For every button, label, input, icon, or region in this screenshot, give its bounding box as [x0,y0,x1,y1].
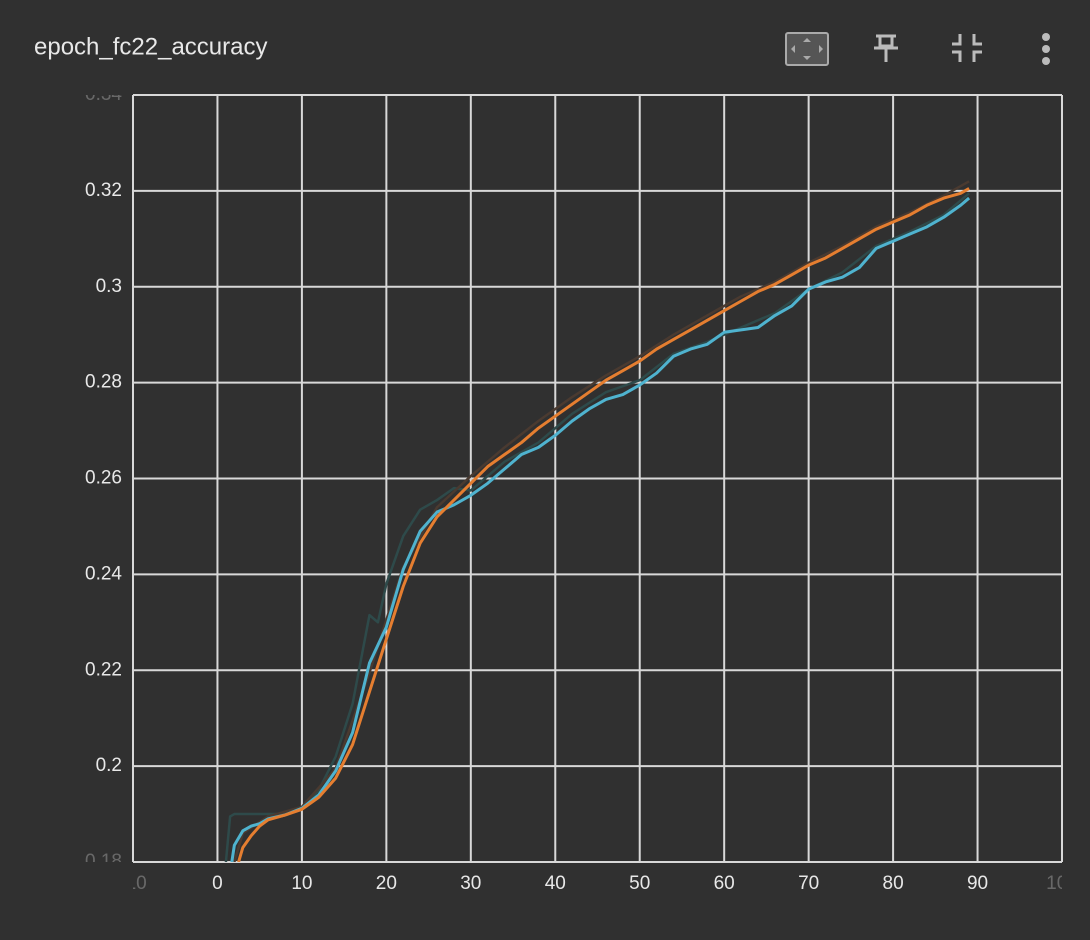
x-tick-label: 70 [798,873,819,894]
series-line [237,187,970,862]
fit-icon[interactable] [785,32,829,66]
fit-button[interactable] [785,32,829,66]
y-tick-label: 0.34 [85,84,122,105]
x-tick-label: 30 [460,873,481,894]
pin-button[interactable] [874,34,898,62]
series-line [230,196,971,862]
y-tick-label: 0.28 [85,372,122,393]
y-tick-label: 0.32 [85,180,122,201]
x-tick-label: 10 [291,873,312,894]
collapse-button[interactable] [952,34,982,62]
plot-lines [224,180,971,862]
x-tick-label: 100 [1046,873,1078,894]
y-tick-label: 0.24 [85,563,122,584]
y-tick-label: 0.22 [85,659,122,680]
y-tick-labels: 0.18 0.2 0.22 0.24 0.26 0.28 0.3 0.32 0.34 [85,84,122,872]
menu-dot[interactable] [1042,45,1050,53]
x-tick-label: -10 [119,873,146,894]
y-tick-label: 0.26 [85,468,122,489]
x-tick-label: 90 [967,873,988,894]
y-tick-label: 0.3 [96,276,122,297]
x-tick-label: 60 [714,873,735,894]
chart-title: epoch_fc22_accuracy [34,33,267,60]
grid [132,94,1063,863]
menu-button[interactable] [1042,33,1050,65]
menu-dot[interactable] [1042,33,1050,41]
series-line [233,180,970,862]
x-tick-label: 20 [376,873,397,894]
y-tick-label: 0.18 [85,851,122,872]
x-tick-label: 0 [212,873,223,894]
x-tick-label: 50 [629,873,650,894]
x-tick-label: 80 [883,873,904,894]
y-tick-label: 0.2 [96,755,122,776]
x-tick-labels: -10 0 10 20 30 40 50 60 70 80 90 100 [119,873,1078,894]
x-tick-label: 40 [545,873,566,894]
menu-dot[interactable] [1042,57,1050,65]
